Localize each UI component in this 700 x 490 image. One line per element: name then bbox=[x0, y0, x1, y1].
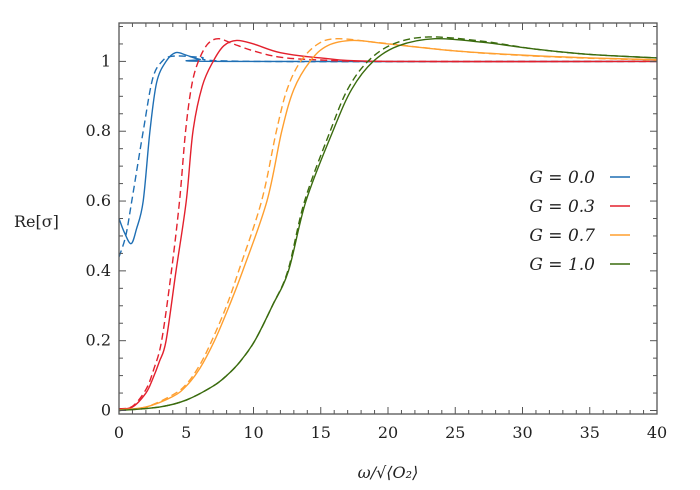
plot-frame bbox=[118, 22, 658, 415]
y-tick-label: 0.6 bbox=[86, 191, 111, 210]
series-line-dashed bbox=[119, 38, 657, 410]
x-tick-label: 20 bbox=[378, 423, 398, 442]
legend-label: G = 0.7 bbox=[529, 226, 595, 246]
x-tick-label: 5 bbox=[181, 423, 191, 442]
y-tick-label: 0.2 bbox=[86, 331, 111, 350]
series-line-solid bbox=[119, 37, 657, 412]
legend-label: G = 1.0 bbox=[529, 255, 595, 275]
y-tick-label: 0.4 bbox=[86, 261, 111, 280]
x-tick-label: 35 bbox=[580, 423, 600, 442]
ticks: 0 5 10 15 20 25 30 35 40 0 0.2 0.4 0.6 0.8 1 bbox=[86, 23, 667, 442]
curves bbox=[119, 36, 657, 412]
legend-label: G = 0.3 bbox=[529, 197, 595, 217]
series-line-dashed bbox=[119, 37, 657, 411]
series-line-solid bbox=[119, 39, 657, 410]
y-tick-label: 0 bbox=[101, 401, 111, 420]
y-axis-label: Re[σ] bbox=[14, 212, 59, 231]
x-tick-label: 15 bbox=[311, 423, 331, 442]
x-tick-label: 30 bbox=[512, 423, 532, 442]
series-line-dashed bbox=[119, 36, 657, 412]
legend: G = 0.0 G = 0.3 G = 0.7 G = 1.0 bbox=[529, 168, 630, 275]
x-tick-label: 25 bbox=[445, 423, 465, 442]
x-tick-label: 0 bbox=[114, 423, 124, 442]
x-tick-label: 40 bbox=[647, 423, 667, 442]
y-tick-label: 0.8 bbox=[86, 121, 111, 140]
x-tick-label: 10 bbox=[243, 423, 263, 442]
x-axis-label: ω/√⟨O₂⟩ bbox=[358, 463, 419, 482]
legend-label: G = 0.0 bbox=[529, 168, 595, 188]
series-line-dashed bbox=[119, 55, 657, 258]
y-tick-label: 1 bbox=[101, 51, 111, 70]
